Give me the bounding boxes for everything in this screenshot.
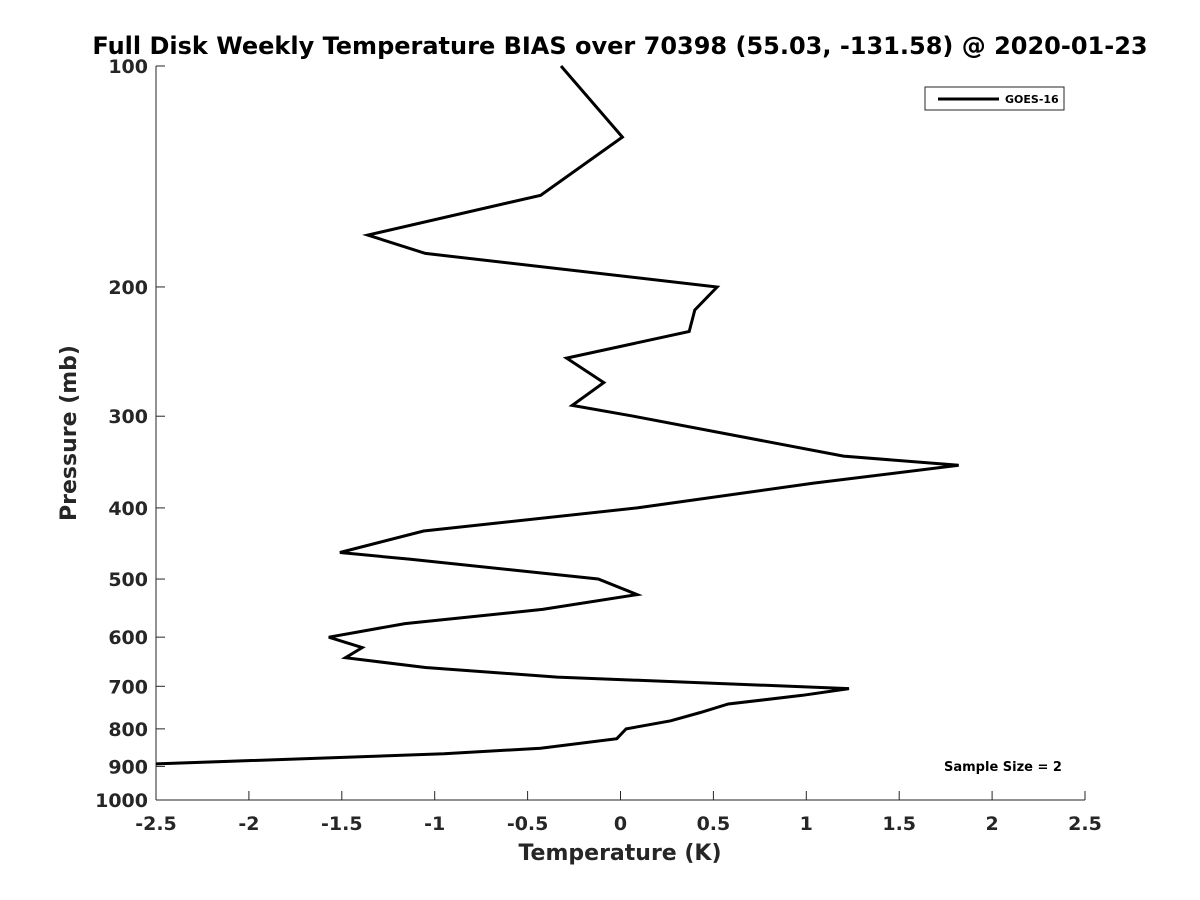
y-tick-label: 1000 bbox=[95, 790, 148, 812]
series-layer bbox=[155, 65, 959, 766]
y-tick-label: 800 bbox=[108, 719, 148, 741]
x-tick-label: 2.5 bbox=[1068, 813, 1102, 835]
y-tick-label: 100 bbox=[108, 56, 148, 78]
x-tick-label: -2.5 bbox=[135, 813, 177, 835]
x-tick-label: 2 bbox=[985, 813, 998, 835]
x-tick-label: 1.5 bbox=[882, 813, 916, 835]
x-tick-label: -1 bbox=[424, 813, 445, 835]
y-tick-label: 200 bbox=[108, 277, 148, 299]
sample-size-annotation: Sample Size = 2 bbox=[944, 760, 1062, 775]
y-tick-label: 300 bbox=[108, 406, 148, 428]
x-axis-label: Temperature (K) bbox=[518, 841, 721, 866]
axes bbox=[155, 66, 1085, 801]
x-tick-label: -1.5 bbox=[321, 813, 363, 835]
y-tick-label: 900 bbox=[108, 756, 148, 778]
x-tick-label: 0 bbox=[614, 813, 627, 835]
x-tick-label: -0.5 bbox=[507, 813, 549, 835]
y-tick-label: 500 bbox=[108, 569, 148, 591]
y-axis-label: Pressure (mb) bbox=[57, 345, 82, 521]
series-line-goes16 bbox=[155, 65, 959, 766]
x-tick-label: -2 bbox=[238, 813, 259, 835]
y-tick-label: 600 bbox=[108, 627, 148, 649]
legend-label-goes16: GOES-16 bbox=[1005, 93, 1059, 106]
y-tick-label: 400 bbox=[108, 498, 148, 520]
x-tick-label: 1 bbox=[800, 813, 813, 835]
y-tick-label: 700 bbox=[108, 676, 148, 698]
x-tick-label: 0.5 bbox=[697, 813, 731, 835]
y-ticks: 100 200 300 400 500 600 700 800 900 1000 bbox=[95, 56, 165, 812]
legend: GOES-16 bbox=[924, 86, 1065, 111]
chart-title: Full Disk Weekly Temperature BIAS over 7… bbox=[92, 32, 1147, 60]
x-ticks: -2.5 -2 -1.5 -1 -0.5 0 0.5 1 1.5 2 2.5 bbox=[135, 791, 1102, 835]
